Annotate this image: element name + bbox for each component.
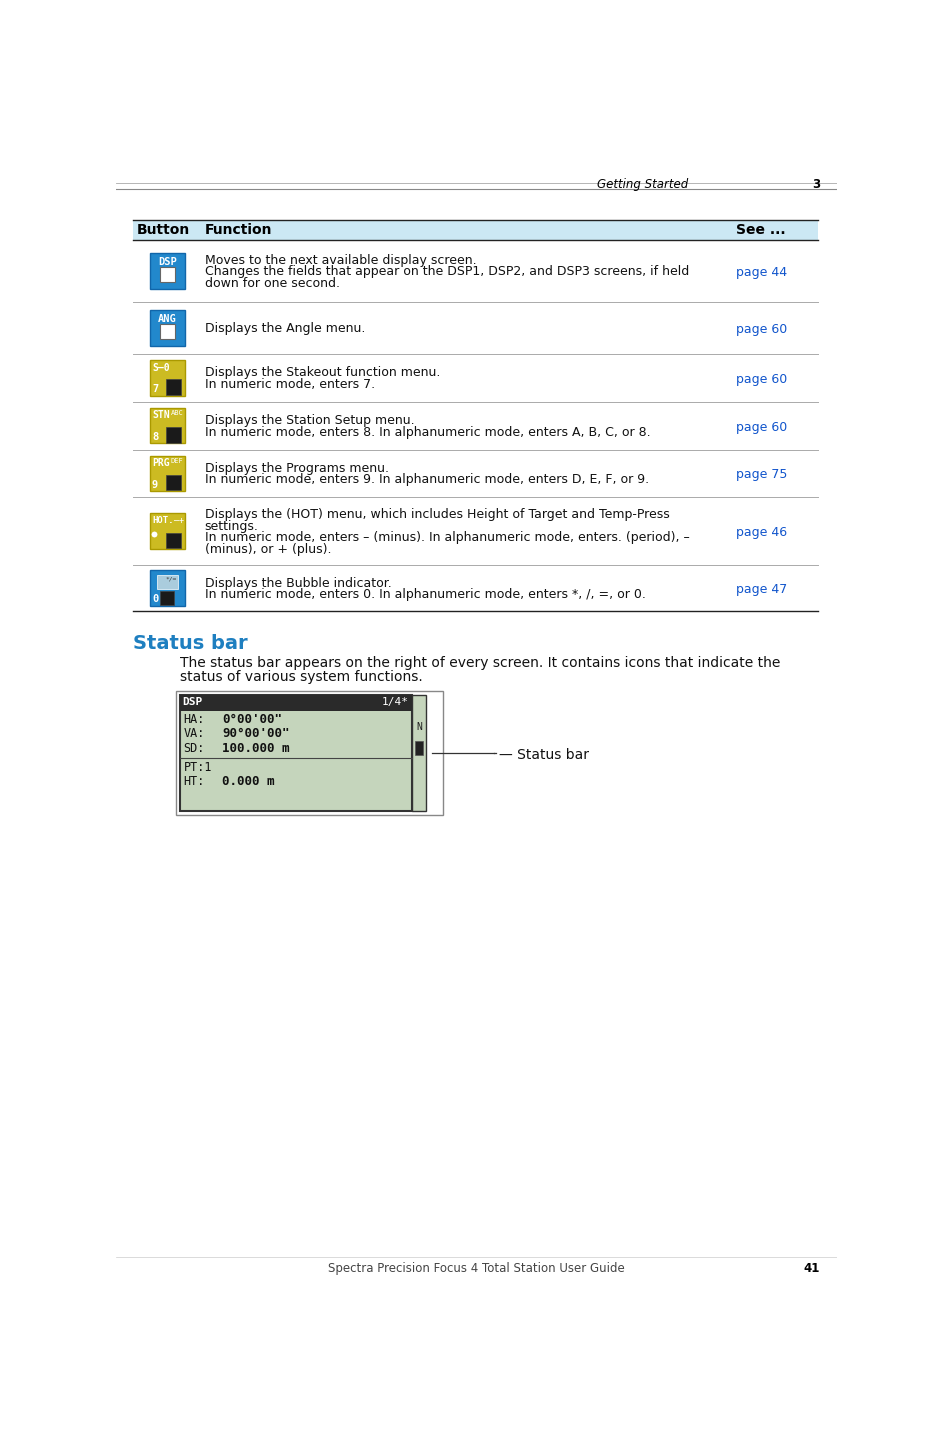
Bar — [156, 574, 179, 589]
Bar — [179, 695, 412, 811]
Text: 0: 0 — [152, 595, 158, 605]
Text: HOT.: HOT. — [152, 516, 173, 524]
Text: page 60: page 60 — [737, 323, 788, 336]
Text: S–0: S–0 — [152, 362, 169, 372]
Bar — [412, 695, 426, 811]
Bar — [166, 426, 181, 442]
Text: Moves to the next available display screen.: Moves to the next available display scre… — [205, 254, 476, 267]
Text: HA:: HA: — [183, 712, 205, 725]
Bar — [150, 310, 185, 346]
Text: 9: 9 — [152, 480, 158, 490]
Bar — [166, 533, 181, 549]
Text: In numeric mode, enters 8. In alphanumeric mode, enters A, B, C, or 8.: In numeric mode, enters 8. In alphanumer… — [205, 425, 650, 438]
Text: In numeric mode, enters 0. In alphanumeric mode, enters *, /, =, or 0.: In numeric mode, enters 0. In alphanumer… — [205, 589, 645, 602]
Text: Getting Started: Getting Started — [597, 178, 688, 191]
Text: settings.: settings. — [205, 520, 259, 533]
Text: Displays the Station Setup menu.: Displays the Station Setup menu. — [205, 414, 414, 426]
Text: Changes the fields that appear on the DSP1, DSP2, and DSP3 screens, if held: Changes the fields that appear on the DS… — [205, 266, 689, 279]
Text: In numeric mode, enters 9. In alphanumeric mode, enters D, E, F, or 9.: In numeric mode, enters 9. In alphanumer… — [205, 474, 649, 487]
Bar — [150, 408, 185, 444]
Text: Displays the Stakeout function menu.: Displays the Stakeout function menu. — [205, 366, 440, 379]
Text: 0°00'00": 0°00'00" — [222, 712, 283, 725]
Text: page 44: page 44 — [737, 266, 788, 279]
Text: Displays the Angle menu.: Displays the Angle menu. — [205, 322, 365, 335]
Bar — [160, 325, 175, 339]
Text: 100.000 m: 100.000 m — [222, 742, 290, 755]
Text: page 46: page 46 — [737, 526, 788, 538]
Bar — [176, 691, 444, 814]
Text: PRG: PRG — [152, 458, 169, 468]
Bar — [160, 267, 175, 283]
Text: PT:1: PT:1 — [183, 761, 212, 774]
Bar — [133, 497, 817, 564]
Bar — [133, 402, 817, 449]
Bar — [160, 592, 174, 605]
Text: page 60: page 60 — [737, 421, 788, 434]
Text: status of various system functions.: status of various system functions. — [179, 669, 422, 684]
Text: Status bar: Status bar — [133, 635, 248, 653]
Text: 41: 41 — [804, 1262, 820, 1275]
Text: HT:: HT: — [183, 775, 205, 788]
Text: (minus), or + (plus).: (minus), or + (plus). — [205, 543, 331, 556]
Bar — [133, 355, 817, 402]
Text: 1/4*: 1/4* — [382, 696, 409, 707]
Text: — Status bar: — Status bar — [499, 748, 589, 761]
Text: page 47: page 47 — [737, 583, 788, 596]
Bar — [150, 455, 185, 491]
Text: */=: */= — [166, 577, 177, 582]
Text: VA:: VA: — [183, 728, 205, 741]
Bar — [133, 564, 817, 612]
Bar — [133, 302, 817, 355]
Bar — [133, 220, 817, 240]
Text: –+: –+ — [174, 516, 183, 524]
Text: down for one second.: down for one second. — [205, 277, 339, 290]
Text: Button: Button — [137, 223, 190, 237]
Bar — [150, 253, 185, 289]
Text: page 60: page 60 — [737, 373, 788, 386]
Bar — [166, 475, 181, 490]
Bar — [415, 741, 423, 755]
Text: Displays the Bubble indicator.: Displays the Bubble indicator. — [205, 577, 392, 590]
Text: In numeric mode, enters 7.: In numeric mode, enters 7. — [205, 378, 375, 391]
Text: 0.000 m: 0.000 m — [222, 775, 275, 788]
Text: N: N — [417, 722, 422, 732]
Text: ANG: ANG — [158, 314, 177, 325]
Bar — [133, 240, 817, 302]
Text: Function: Function — [205, 223, 272, 237]
Text: Displays the (HOT) menu, which includes Height of Target and Temp-Press: Displays the (HOT) menu, which includes … — [205, 508, 670, 521]
Text: 8: 8 — [152, 432, 158, 442]
Text: DSP: DSP — [182, 696, 203, 707]
Text: page 75: page 75 — [737, 468, 788, 481]
Bar — [133, 449, 817, 497]
Text: STN: STN — [152, 411, 169, 421]
Text: DSP: DSP — [158, 257, 177, 267]
Text: 90°00'00": 90°00'00" — [222, 728, 290, 741]
Text: DEF: DEF — [171, 458, 183, 464]
Text: ABC: ABC — [171, 411, 183, 416]
Bar — [150, 360, 185, 396]
Bar — [179, 695, 412, 711]
Text: In numeric mode, enters – (minus). In alphanumeric mode, enters. (period), –: In numeric mode, enters – (minus). In al… — [205, 531, 689, 544]
Bar — [150, 570, 185, 606]
Text: 3: 3 — [812, 178, 820, 191]
Text: Spectra Precision Focus 4 Total Station User Guide: Spectra Precision Focus 4 Total Station … — [328, 1262, 625, 1275]
Bar — [150, 514, 185, 549]
Text: See ...: See ... — [737, 223, 786, 237]
Bar — [166, 379, 181, 395]
Text: SD:: SD: — [183, 742, 205, 755]
Text: Displays the Programs menu.: Displays the Programs menu. — [205, 462, 389, 475]
Text: 7: 7 — [152, 383, 158, 393]
Text: The status bar appears on the right of every screen. It contains icons that indi: The status bar appears on the right of e… — [179, 656, 780, 669]
